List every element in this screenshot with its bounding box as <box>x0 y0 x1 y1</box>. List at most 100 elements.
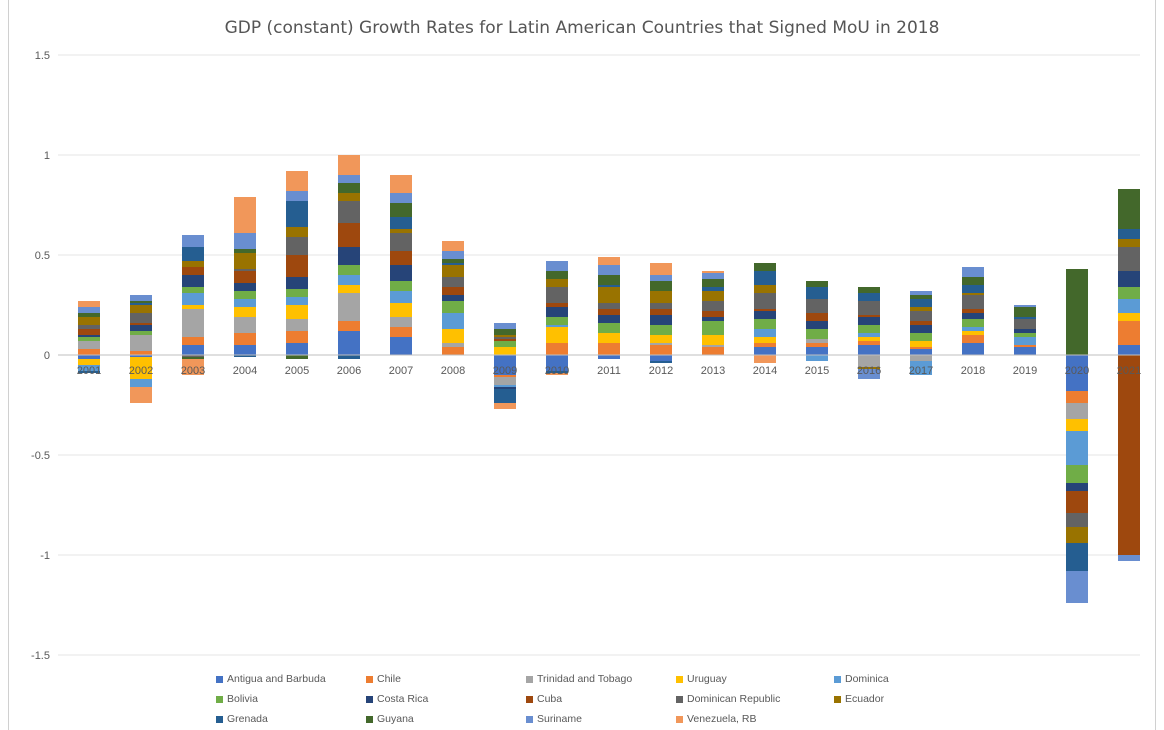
bar-segment <box>806 339 828 343</box>
bar-segment <box>1066 403 1088 419</box>
x-tick-label: 2019 <box>1013 365 1037 377</box>
bar-segment <box>286 297 308 305</box>
bar-segment <box>1066 491 1088 513</box>
legend-label: Costa Rica <box>377 693 429 705</box>
bar-segment <box>182 247 204 261</box>
legend-swatch <box>216 715 223 723</box>
legend-item: Guyana <box>366 710 526 728</box>
bar-segment <box>546 279 568 287</box>
bar-segment <box>650 355 672 361</box>
bar-segment <box>130 387 152 403</box>
bar-segment <box>234 269 256 271</box>
bar-segment <box>910 295 932 299</box>
bar-segment <box>1066 513 1088 527</box>
bar-segment <box>234 249 256 253</box>
bar-segment <box>234 271 256 283</box>
x-tick-label: 2003 <box>181 365 205 377</box>
bar-segment <box>598 323 620 333</box>
bar-segment <box>1066 571 1088 603</box>
bar-segment <box>702 291 724 301</box>
bar-segment <box>650 291 672 303</box>
x-tick-label: 2008 <box>441 365 465 377</box>
bar-segment <box>858 345 880 355</box>
bar-segment <box>182 355 204 357</box>
bar-segment <box>962 267 984 277</box>
bar-segment <box>546 371 568 373</box>
bar-segment <box>910 325 932 333</box>
x-tick-label: 2015 <box>805 365 829 377</box>
bar-segment <box>286 305 308 319</box>
legend-label: Ecuador <box>845 693 885 705</box>
bar-segment <box>858 355 880 367</box>
bar-segment <box>390 203 412 217</box>
bar-segment <box>130 351 152 355</box>
bar-segment <box>78 313 100 317</box>
bar-segment <box>286 343 308 355</box>
bar-segment <box>130 303 152 305</box>
bar-segment <box>754 355 776 363</box>
bar-segment <box>546 355 568 371</box>
legend-item: Antigua and Barbuda <box>216 670 366 688</box>
bar-segment <box>858 333 880 337</box>
bar-segment <box>442 265 464 277</box>
bar-segment <box>910 361 932 375</box>
bar-segment <box>546 317 568 325</box>
x-tick-label: 2016 <box>857 365 881 377</box>
bar-segment <box>390 303 412 317</box>
bar-segment <box>286 227 308 237</box>
bar-segment <box>182 357 204 359</box>
bar-segment <box>702 279 724 287</box>
bar-segment <box>1118 287 1140 299</box>
bar-segment <box>546 343 568 355</box>
bar-segment <box>702 321 724 335</box>
x-tick-label: 2014 <box>753 365 777 377</box>
legend-swatch <box>526 715 533 723</box>
legend-swatch <box>676 675 683 683</box>
bar-segment <box>910 291 932 295</box>
bar-segment <box>650 263 672 275</box>
bar-segment <box>702 273 724 279</box>
bar-segment <box>546 327 568 343</box>
bar-segment <box>130 313 152 323</box>
y-tick-label: 0.5 <box>35 250 50 262</box>
x-tick-label: 2017 <box>909 365 933 377</box>
bar-segment <box>494 375 516 377</box>
bar-segment <box>494 387 516 389</box>
bar-segment <box>78 349 100 355</box>
bar-segment <box>286 237 308 255</box>
bar-segment <box>182 267 204 275</box>
bar-segment <box>182 235 204 247</box>
bar-segment <box>1066 465 1088 483</box>
bar-segment <box>1118 299 1140 313</box>
bar-segment <box>390 217 412 229</box>
bar-segment <box>78 355 100 359</box>
bar-segment <box>702 311 724 317</box>
legend-label: Guyana <box>377 713 414 725</box>
bar-segment <box>962 313 984 319</box>
bar-segment <box>1066 431 1088 465</box>
bar-segment <box>1118 271 1140 287</box>
bar-segment <box>962 277 984 285</box>
bar-segment <box>78 335 100 337</box>
bar-segment <box>1066 355 1088 391</box>
chart-frame <box>8 0 1156 730</box>
bar-segment <box>442 343 464 347</box>
bar-segment <box>650 275 672 281</box>
y-tick-label: -0.5 <box>31 450 50 462</box>
bar-segment <box>1118 321 1140 345</box>
bar-segment <box>546 287 568 303</box>
legend-item: Bolivia <box>216 690 366 708</box>
bar-segment <box>78 325 100 329</box>
bar-segment <box>754 271 776 285</box>
legend-swatch <box>526 695 533 703</box>
legend-item: Grenada <box>216 710 366 728</box>
bar-segment <box>1066 483 1088 491</box>
bar-segment <box>650 345 672 355</box>
bar-segment <box>338 265 360 275</box>
legend-swatch <box>216 675 223 683</box>
legend-item: Dominican Republic <box>676 690 834 708</box>
legend-swatch <box>676 715 683 723</box>
bar-segment <box>130 357 152 379</box>
bar-segment <box>234 253 256 269</box>
bar-segment <box>650 303 672 309</box>
